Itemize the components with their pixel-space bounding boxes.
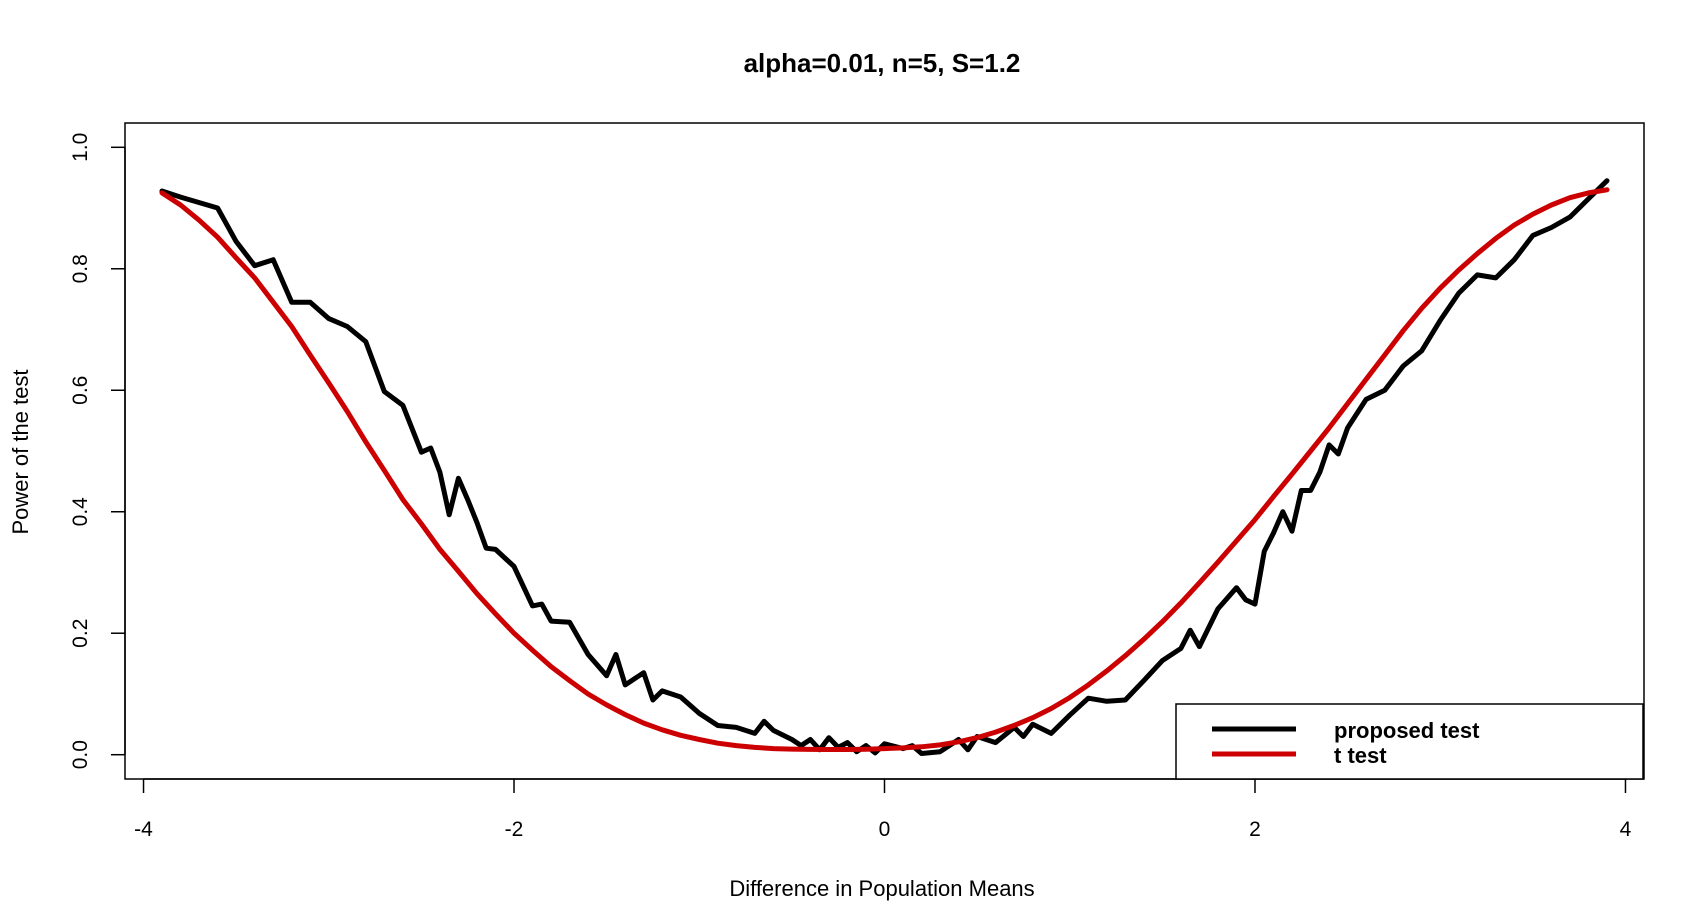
x-axis: -4 -2 0 2 4 bbox=[134, 778, 1632, 841]
plot-area-border bbox=[124, 122, 1645, 780]
chart-title: alpha=0.01, n=5, S=1.2 bbox=[744, 48, 1021, 78]
y-tick-label: 0.2 bbox=[69, 619, 92, 648]
x-tick-label: 4 bbox=[1620, 818, 1632, 841]
legend-label-proposed-test: proposed test bbox=[1334, 718, 1480, 743]
x-tick-label: -2 bbox=[505, 818, 524, 841]
series-layer bbox=[159, 178, 1610, 756]
x-tick-label: 0 bbox=[879, 818, 891, 841]
legend: proposed test t test bbox=[1175, 703, 1644, 780]
x-axis-label: Difference in Population Means bbox=[729, 876, 1034, 901]
legend-label-t-test: t test bbox=[1334, 743, 1387, 768]
x-tick-label: -4 bbox=[134, 818, 153, 841]
y-tick-label: 0.0 bbox=[69, 740, 92, 769]
legend-box bbox=[1175, 703, 1644, 780]
series-line-proposed-test bbox=[159, 178, 1610, 756]
y-tick-label: 1.0 bbox=[69, 133, 92, 162]
y-tick-label: 0.6 bbox=[69, 376, 92, 405]
y-axis-label: Power of the test bbox=[8, 369, 33, 534]
y-tick-label: 0.4 bbox=[69, 497, 92, 527]
y-tick-label: 0.8 bbox=[69, 254, 92, 283]
y-axis: 0.0 0.2 0.4 0.6 0.8 1.0 bbox=[69, 133, 126, 769]
x-tick-label: 2 bbox=[1249, 818, 1261, 841]
series-line-t-test bbox=[159, 187, 1610, 752]
